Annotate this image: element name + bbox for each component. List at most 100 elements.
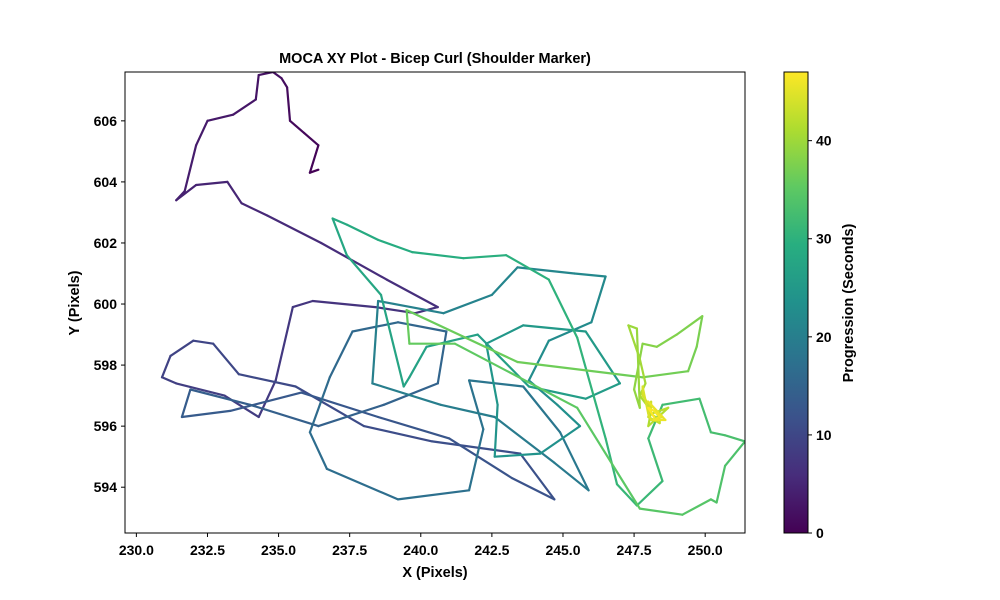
colorbar-tick-label: 0: [816, 525, 824, 541]
trajectory-segment: [372, 301, 378, 383]
trajectory-segment: [290, 121, 304, 133]
trajectory-segment: [321, 243, 387, 280]
y-tick-label: 602: [94, 235, 118, 251]
trajectory-segment: [663, 399, 700, 405]
plot-frame: [125, 72, 745, 533]
colorbar-ticks: 0 10 20 30 40: [808, 133, 832, 541]
trajectory-segment: [657, 335, 677, 347]
x-tick-label: 230.0: [119, 542, 154, 558]
trajectory-segment: [281, 78, 287, 87]
trajectory-segment: [518, 362, 643, 377]
trajectory-segment: [725, 441, 745, 465]
trajectory-segment: [574, 274, 605, 277]
trajectory-segment: [378, 240, 412, 252]
trajectory-segment: [640, 359, 646, 383]
trajectory-segment: [711, 432, 725, 435]
trajectory-segment: [330, 332, 353, 378]
trajectory-segment: [577, 338, 605, 439]
trajectory-segment: [586, 332, 620, 384]
trajectory-segment: [171, 341, 194, 356]
plot-area: [162, 72, 745, 515]
y-tick-label: 606: [94, 113, 118, 129]
colorbar: [784, 72, 808, 533]
trajectory-segment: [432, 441, 520, 453]
x-tick-label: 232.5: [190, 542, 225, 558]
trajectory-segment: [577, 408, 640, 509]
trajectory-segment: [267, 216, 321, 244]
colorbar-tick-label: 30: [816, 231, 832, 247]
trajectory-segment: [273, 72, 282, 78]
trajectory-segment: [364, 426, 432, 441]
trajectory-segment: [190, 390, 250, 405]
trajectory-segment: [256, 75, 259, 99]
x-tick-label: 242.5: [474, 542, 509, 558]
trajectory-segment: [438, 332, 447, 384]
trajectory-segment: [304, 133, 318, 145]
trajectory-segment: [518, 267, 575, 273]
trajectory-segment: [276, 307, 293, 380]
y-axis-ticks: 594 596 598 600 602 604 606: [94, 113, 125, 495]
trajectory-segment: [486, 325, 523, 343]
trajectory-segment: [495, 454, 541, 457]
trajectory-segment: [327, 469, 398, 500]
trajectory-segment: [520, 454, 554, 500]
y-tick-label: 594: [94, 479, 118, 495]
trajectory-segment: [717, 466, 726, 503]
trajectory-segment: [176, 383, 224, 395]
y-tick-label: 598: [94, 357, 118, 373]
trajectory-segment: [296, 387, 364, 427]
trajectory-segment: [463, 255, 506, 258]
trajectory-segment: [233, 100, 256, 115]
x-tick-label: 245.0: [545, 542, 580, 558]
trajectory-segment: [239, 374, 296, 386]
x-tick-label: 250.0: [688, 542, 723, 558]
trajectory-segment: [193, 341, 213, 344]
trajectory-segment: [404, 377, 410, 386]
trajectory-segment: [643, 371, 689, 377]
trajectory-segment: [688, 347, 697, 371]
colorbar-tick-label: 20: [816, 329, 832, 345]
trajectory-segment: [637, 481, 663, 505]
trajectory-segment: [182, 411, 230, 417]
trajectory-segment: [643, 344, 657, 347]
trajectory-segment: [310, 432, 327, 469]
trajectory-segment: [242, 203, 268, 215]
y-tick-label: 596: [94, 418, 118, 434]
trajectory-segment: [529, 341, 549, 381]
trajectory-segment: [293, 301, 313, 307]
y-tick-label: 600: [94, 296, 118, 312]
trajectory-segment: [398, 322, 446, 331]
trajectory-segment: [591, 277, 605, 323]
trajectory-segment: [492, 267, 518, 295]
trajectory-segment: [313, 301, 376, 307]
trajectory-segment: [700, 399, 711, 433]
trajectory-segment: [554, 463, 588, 491]
trajectory-segment: [347, 225, 378, 240]
colorbar-tick-label: 10: [816, 427, 832, 443]
y-tick-label: 604: [94, 174, 118, 190]
trajectory-segment: [409, 347, 426, 378]
x-tick-label: 235.0: [261, 542, 296, 558]
trajectory-segment: [512, 478, 555, 499]
trajectory-segment: [227, 182, 241, 203]
trajectory-segment: [378, 417, 449, 438]
y-axis-label: Y (Pixels): [67, 270, 83, 335]
trajectory-segment: [182, 390, 191, 418]
trajectory-segment: [444, 295, 492, 313]
trajectory-segment: [523, 387, 560, 433]
trajectory-segment: [162, 377, 176, 383]
colorbar-tick-label: 40: [816, 133, 832, 149]
trajectory-segment: [469, 380, 523, 386]
trajectory-segment: [469, 380, 483, 429]
chart-title: MOCA XY Plot - Bicep Curl (Shoulder Mark…: [279, 51, 591, 67]
trajectory-segment: [648, 438, 662, 481]
trajectory-segment: [407, 310, 410, 344]
trajectory-segment: [196, 182, 227, 185]
trajectory-segment: [287, 87, 290, 121]
trajectory-segment: [162, 356, 171, 377]
trajectory-segment: [213, 344, 239, 375]
trajectory-segment: [185, 145, 196, 191]
trajectory-segment: [398, 490, 469, 499]
trajectory-segment: [725, 435, 745, 441]
